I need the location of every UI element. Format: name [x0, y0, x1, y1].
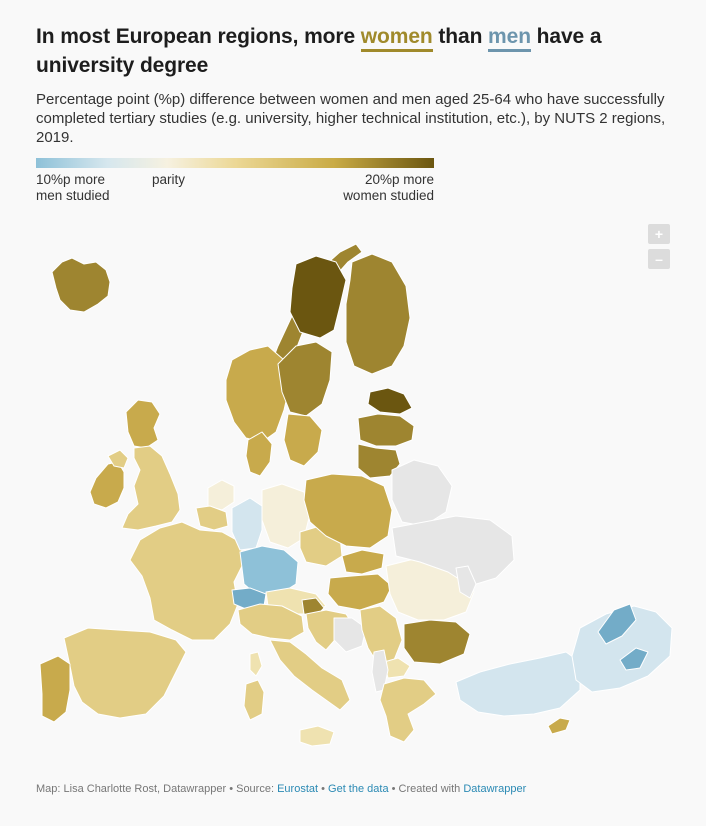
title-part-3: have a university degree — [36, 25, 602, 77]
region-denmark[interactable]: Denmark — [245, 431, 273, 477]
region-turkey-west[interactable]: Turkey West — [455, 651, 581, 717]
region-greece[interactable]: Greece — [379, 677, 437, 743]
region-norway-south[interactable]: Norway South — [225, 345, 291, 443]
legend-label-women: 20%p more women studied — [343, 172, 434, 204]
title-part-2: than — [432, 25, 489, 48]
header: In most European regions, more women tha… — [36, 22, 676, 147]
footer: Map: Lisa Charlotte Rost, Datawrapper • … — [36, 783, 526, 795]
region-belgium[interactable]: Belgium — [195, 505, 229, 531]
zoom-out-button[interactable]: – — [648, 249, 670, 269]
region-italy-north[interactable]: Italy North — [237, 603, 305, 641]
region-belarus[interactable]: Belarus — [391, 459, 453, 527]
title-part-1: In most European regions, more — [36, 25, 361, 48]
region-latvia[interactable]: Latvia — [357, 413, 415, 447]
region-slovakia[interactable]: Slovakia — [341, 549, 385, 575]
legend-right-line2: women studied — [343, 188, 434, 203]
region-netherlands[interactable]: Netherlands — [207, 479, 235, 511]
region-ireland[interactable]: Ireland — [89, 461, 125, 509]
region-spain[interactable]: Spain — [63, 627, 187, 719]
title-keyword-women: women — [360, 25, 433, 52]
region-cyprus[interactable]: Cyprus — [547, 717, 571, 735]
region-corsica[interactable]: Corsica — [249, 651, 263, 677]
legend-left-line1: 10%p more — [36, 172, 106, 187]
region-scotland[interactable]: Scotland — [125, 399, 161, 449]
source-link[interactable]: Eurostat — [277, 783, 319, 795]
legend-label-parity: parity — [152, 172, 186, 187]
region-moldova[interactable]: Moldova — [455, 565, 477, 599]
region-finland[interactable]: Finland — [345, 253, 411, 375]
legend-left-line2: men studied — [36, 188, 110, 203]
region-sweden-south[interactable]: Sweden South — [283, 413, 323, 467]
datawrapper-link[interactable]: Datawrapper — [463, 783, 527, 795]
region-hungary[interactable]: Hungary — [327, 573, 393, 611]
zoom-controls: + – — [648, 224, 670, 274]
europe-map[interactable]: Iceland IrelandNorthern IrelandScotlandEn… — [0, 230, 706, 770]
region-england[interactable]: England — [121, 445, 181, 531]
footer-separator: • — [318, 783, 329, 795]
region-france[interactable]: France — [129, 521, 245, 641]
color-legend: 10%p more men studied parity 20%p more w… — [36, 158, 436, 208]
legend-label-men: 10%p more men studied — [36, 172, 110, 204]
region-bosnia[interactable]: Bosnia — [333, 617, 367, 653]
region-turkey-hotspot[interactable]: Turkey Hotspot — [597, 603, 649, 671]
region-sweden-north[interactable]: Sweden North — [289, 255, 347, 339]
title-keyword-men: men — [488, 25, 531, 52]
footer-credit: Map: Lisa Charlotte Rost, Datawrapper • … — [36, 783, 278, 795]
region-italy-south[interactable]: Italy South — [269, 639, 351, 711]
legend-right-line1: 20%p more — [364, 172, 434, 187]
region-estonia[interactable]: Estonia — [367, 387, 413, 415]
region-northern-ireland[interactable]: Northern Ireland — [107, 449, 129, 469]
region-poland[interactable]: Poland — [303, 473, 393, 549]
chart-subtitle: Percentage point (%p) difference between… — [36, 91, 666, 146]
region-sicily[interactable]: Sicily — [299, 725, 335, 747]
footer-created-with: • Created with — [388, 783, 464, 795]
get-data-link[interactable]: Get the data — [328, 783, 389, 795]
region-ukraine[interactable]: Ukraine — [391, 515, 515, 587]
region-portugal[interactable]: Portugal — [39, 655, 71, 723]
zoom-in-button[interactable]: + — [648, 224, 670, 244]
legend-gradient-bar — [36, 158, 434, 168]
region-sweden-central[interactable]: Sweden Central — [277, 341, 333, 417]
region-sardinia[interactable]: Sardinia — [243, 679, 265, 721]
region-iceland[interactable]: Iceland — [51, 257, 111, 313]
region-bulgaria[interactable]: Bulgaria — [403, 619, 471, 665]
chart-title: In most European regions, more women tha… — [36, 22, 676, 80]
region-germany-west[interactable]: Germany West — [231, 497, 263, 551]
